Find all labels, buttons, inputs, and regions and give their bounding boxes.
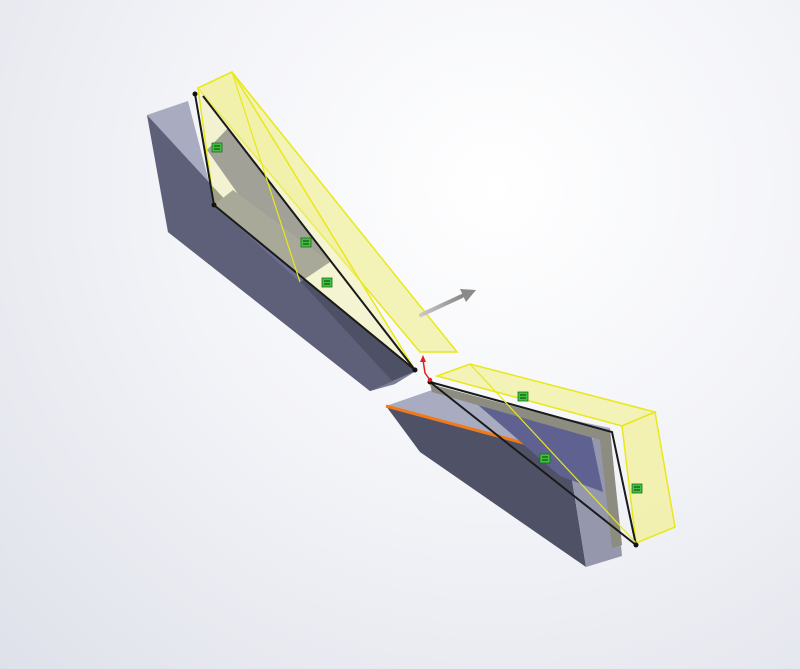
upper-vertex-dot[interactable]: [412, 367, 418, 373]
mate-badges: [211, 142, 643, 494]
mate-badge-icon[interactable]: [539, 453, 551, 464]
mate-badge-icon[interactable]: [300, 237, 312, 248]
upper-inner-floor[interactable]: [214, 190, 330, 282]
move-arrow-icon[interactable]: [419, 289, 476, 317]
lower-selection-end-face[interactable]: [621, 410, 676, 545]
mate-badge-icon[interactable]: [517, 391, 529, 402]
upper-diagonal-edge[interactable]: [202, 95, 416, 371]
upper-selected-part[interactable]: [192, 71, 459, 373]
lower-selected-part[interactable]: [427, 363, 676, 548]
lower-yellow-diagonal[interactable]: [469, 363, 637, 544]
upper-wedge-end-face[interactable]: [370, 371, 416, 391]
lower-vertex-dot[interactable]: [633, 542, 639, 548]
lower-frame-bar[interactable]: [430, 384, 622, 548]
mate-badge-icon[interactable]: [631, 483, 643, 494]
lower-inner-cavity[interactable]: [470, 398, 603, 492]
lower-black-edge[interactable]: [429, 381, 637, 546]
mate-badge-icon[interactable]: [321, 277, 333, 288]
mate-badge-icon[interactable]: [211, 142, 223, 153]
upper-vertex-dot[interactable]: [211, 202, 217, 208]
upper-vertex-dot[interactable]: [192, 91, 198, 97]
lower-wedge-front-face[interactable]: [386, 406, 586, 567]
triad-pivot-icon[interactable]: [420, 355, 433, 383]
upper-yellow-diagonal[interactable]: [231, 71, 301, 283]
lower-diagonal-edge[interactable]: [429, 381, 637, 546]
